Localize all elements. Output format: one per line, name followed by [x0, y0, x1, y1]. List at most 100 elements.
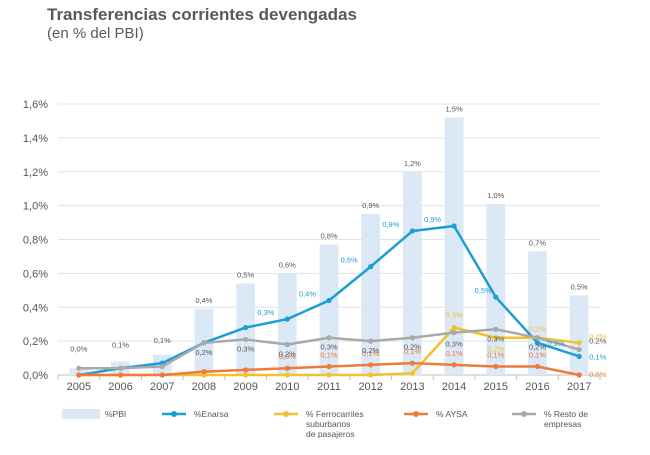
data-point [534, 340, 541, 346]
bar [444, 117, 464, 376]
legend-label: de pasajeros [306, 429, 355, 439]
data-label: 0,5% [475, 286, 492, 295]
legend-label: %Enarsa [194, 409, 229, 419]
data-label: 0,1% [446, 349, 463, 358]
data-point [409, 370, 415, 376]
x-tick-label: 2017 [567, 381, 591, 393]
data-point [493, 326, 499, 332]
y-tick-label: 1,4% [23, 133, 48, 145]
data-label: 0,4% [299, 289, 316, 298]
data-point [409, 360, 415, 366]
legend-label: %PBI [105, 409, 126, 419]
data-point [451, 362, 457, 368]
data-label: 0,1% [112, 340, 129, 349]
data-label: 0,2% [589, 337, 606, 346]
data-label: 0,2% [279, 350, 296, 359]
data-label: 0,1% [320, 351, 337, 360]
data-label: 0,3% [237, 344, 254, 353]
x-tick-label: 2007 [150, 381, 174, 393]
data-point [451, 324, 457, 331]
data-label: 0,2% [195, 348, 212, 357]
data-label: 0,1% [589, 352, 606, 361]
data-label: 0,2% [529, 325, 546, 334]
data-label: 0,1% [362, 349, 379, 358]
data-label: 1,5% [446, 105, 463, 114]
y-tick-label: 0,8% [23, 235, 48, 247]
data-point [451, 223, 457, 229]
chart-title: Transferencias corrientes devengadas [47, 5, 357, 24]
data-point [159, 372, 165, 378]
data-label: 0,1% [154, 336, 171, 345]
data-point [284, 372, 290, 378]
legend-label: % Resto de [544, 409, 588, 419]
data-point [76, 372, 82, 378]
data-label: 0,2% [547, 339, 564, 348]
data-point [576, 353, 582, 359]
data-point [117, 372, 124, 378]
data-label: 0,2% [404, 343, 421, 352]
data-label: 0,0% [279, 352, 296, 361]
bar [277, 273, 297, 375]
data-point [368, 264, 374, 270]
data-point [409, 335, 415, 341]
data-point [576, 340, 582, 346]
data-point [243, 367, 249, 373]
legend-marker [413, 411, 419, 417]
data-label: 0,3% [320, 343, 337, 352]
data-point [243, 324, 249, 331]
data-point [243, 336, 249, 343]
bar [569, 295, 589, 375]
data-label: 0,9% [382, 220, 399, 229]
data-label: 0,6% [341, 256, 358, 265]
data-label: 0,3% [257, 308, 274, 317]
x-tick-label: 2009 [233, 381, 257, 393]
x-tick-label: 2011 [317, 381, 341, 393]
data-point [76, 365, 82, 371]
x-tick-label: 2014 [442, 381, 466, 393]
data-label: 0,3% [446, 340, 463, 349]
chart-subtitle: (en % del PBI) [47, 25, 144, 42]
data-point [284, 341, 290, 348]
x-tick-label: 2012 [358, 381, 382, 393]
data-label: 1,2% [404, 159, 421, 168]
data-label: 0,3% [487, 334, 504, 343]
legend-label: % AYSA [436, 409, 468, 419]
data-label: 0,0% [589, 370, 606, 379]
data-point [534, 363, 541, 370]
data-label: 0,8% [320, 232, 337, 241]
data-label: 0,3% [446, 311, 463, 320]
y-tick-label: 0,0% [23, 370, 48, 382]
x-tick-label: 2015 [484, 381, 508, 393]
data-label: 0,1% [487, 351, 504, 360]
x-tick-label: 2016 [525, 381, 549, 393]
data-label: 0,2% [487, 345, 504, 354]
data-label: 0,4% [195, 296, 212, 305]
legend-marker [283, 411, 289, 417]
data-label: 0,9% [424, 215, 441, 224]
y-tick-label: 1,6% [23, 99, 48, 111]
bar [403, 171, 422, 375]
data-label: 0,2% [529, 343, 546, 352]
y-tick-label: 1,2% [23, 167, 48, 179]
data-label: 0,1% [529, 351, 546, 360]
x-tick-label: 2008 [192, 381, 216, 393]
data-label: 0,6% [279, 260, 296, 269]
data-point [159, 363, 165, 370]
data-point [243, 372, 249, 378]
data-label: 0,2% [589, 332, 606, 341]
data-label: 0,5% [237, 271, 254, 280]
bar [486, 203, 506, 375]
bar [361, 214, 381, 375]
bar [319, 244, 339, 375]
x-tick-label: 2006 [108, 381, 132, 393]
legend-label: empresas [544, 419, 581, 429]
data-point [576, 372, 582, 378]
data-label: 1,0% [487, 191, 504, 200]
y-tick-label: 0,2% [23, 336, 48, 348]
bar [69, 368, 89, 375]
data-point [117, 365, 124, 371]
data-point [368, 362, 374, 368]
data-point [368, 338, 374, 344]
data-point [451, 330, 457, 336]
